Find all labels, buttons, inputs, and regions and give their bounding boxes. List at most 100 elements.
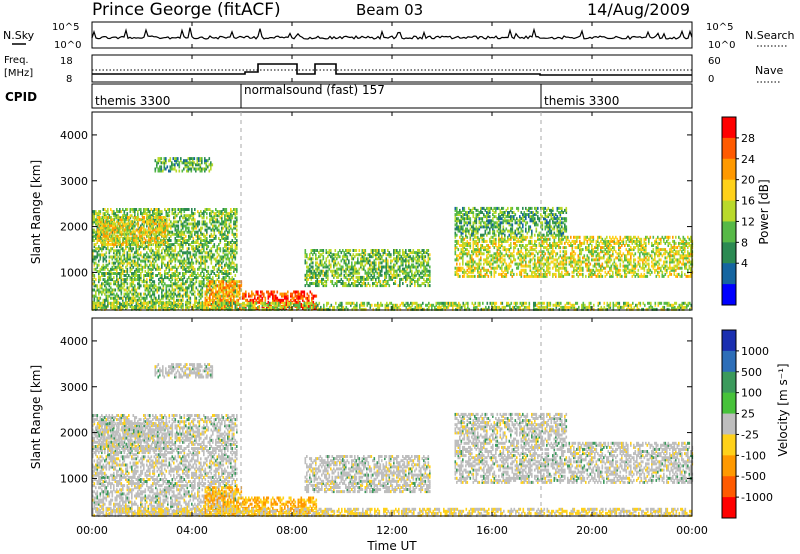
data-cell [304, 277, 307, 281]
data-cell [349, 271, 352, 275]
data-cell [472, 258, 475, 262]
data-cell [427, 277, 430, 281]
data-cell [100, 220, 102, 224]
data-cell [188, 234, 190, 238]
data-cell [387, 280, 389, 283]
data-cell [462, 274, 464, 278]
data-cell [209, 239, 211, 242]
data-cell [481, 266, 484, 270]
data-cell [339, 280, 341, 283]
data-cell [100, 228, 102, 232]
data-cell [93, 274, 96, 277]
data-cell [234, 214, 237, 218]
data-cell [144, 296, 147, 300]
data-cell [168, 269, 171, 273]
data-cell [119, 216, 121, 220]
data-cell [109, 224, 111, 228]
data-cell [132, 255, 135, 259]
data-cell [121, 230, 123, 234]
data-cell [168, 239, 171, 242]
data-cell [143, 222, 146, 226]
data-cell [167, 226, 169, 230]
data-cell [429, 275, 431, 279]
data-cell [135, 261, 138, 265]
data-cell [201, 300, 204, 304]
data-cell [129, 276, 132, 280]
data-cell [462, 266, 464, 270]
data-cell [525, 246, 527, 250]
data-cell [161, 243, 163, 247]
data-cell [210, 251, 213, 255]
data-cell [523, 268, 526, 272]
data-cell [171, 286, 174, 290]
data-cell [93, 249, 96, 253]
data-cell [132, 253, 135, 257]
data-cell [221, 290, 223, 294]
data-cell [189, 305, 192, 308]
data-cell [218, 230, 220, 234]
data-cell [207, 284, 210, 288]
data-cell [331, 257, 334, 261]
data-cell [150, 263, 153, 267]
data-cell [409, 265, 412, 269]
data-cell [154, 159, 157, 163]
data-cell [399, 284, 401, 288]
data-cell [462, 241, 464, 245]
data-cell [117, 280, 120, 284]
data-cell [111, 232, 114, 236]
data-cell [225, 272, 228, 275]
data-cell [501, 235, 503, 239]
data-cell [107, 290, 109, 294]
data-cell [215, 226, 217, 230]
data-cell [418, 263, 421, 267]
data-cell [101, 274, 103, 277]
data-cell [495, 270, 497, 274]
data-cell [140, 272, 142, 275]
data-cell [532, 262, 535, 266]
data-cell [236, 224, 238, 228]
data-cell [480, 272, 482, 276]
data-cell [173, 298, 175, 302]
data-cell [176, 286, 178, 290]
data-cell [153, 294, 156, 298]
data-cell [152, 267, 154, 271]
data-cell [255, 298, 258, 302]
data-cell [204, 267, 207, 271]
data-cell [209, 234, 211, 238]
data-cell [149, 259, 151, 263]
data-cell [110, 274, 112, 277]
data-cell [114, 296, 117, 300]
data-cell [138, 208, 141, 211]
data-cell [144, 259, 147, 263]
data-cell [114, 216, 117, 220]
data-cell [463, 246, 466, 250]
data-cell [216, 284, 219, 288]
data-cell [408, 275, 410, 279]
data-cell [182, 286, 184, 290]
data-cell [131, 272, 133, 275]
data-cell [153, 210, 156, 214]
data-cell [258, 296, 261, 300]
data-cell [164, 240, 167, 244]
data-cell [302, 298, 304, 302]
data-cell [376, 251, 379, 255]
data-cell [212, 302, 214, 306]
data-cell [325, 257, 328, 261]
data-cell [212, 296, 214, 300]
data-cell [176, 284, 178, 288]
data-cell [343, 253, 346, 257]
data-cell [364, 253, 367, 257]
data-cell [459, 262, 461, 266]
data-cell [140, 294, 142, 298]
data-cell [236, 239, 238, 242]
data-cell [397, 251, 400, 255]
data-cell [333, 257, 335, 261]
data-cell [189, 161, 191, 165]
data-cell [236, 288, 238, 292]
data-cell [468, 274, 470, 278]
data-cell [124, 234, 126, 238]
data-cell [210, 218, 213, 222]
data-cell [153, 253, 156, 257]
data-cell [429, 265, 431, 269]
data-cell [366, 259, 368, 263]
